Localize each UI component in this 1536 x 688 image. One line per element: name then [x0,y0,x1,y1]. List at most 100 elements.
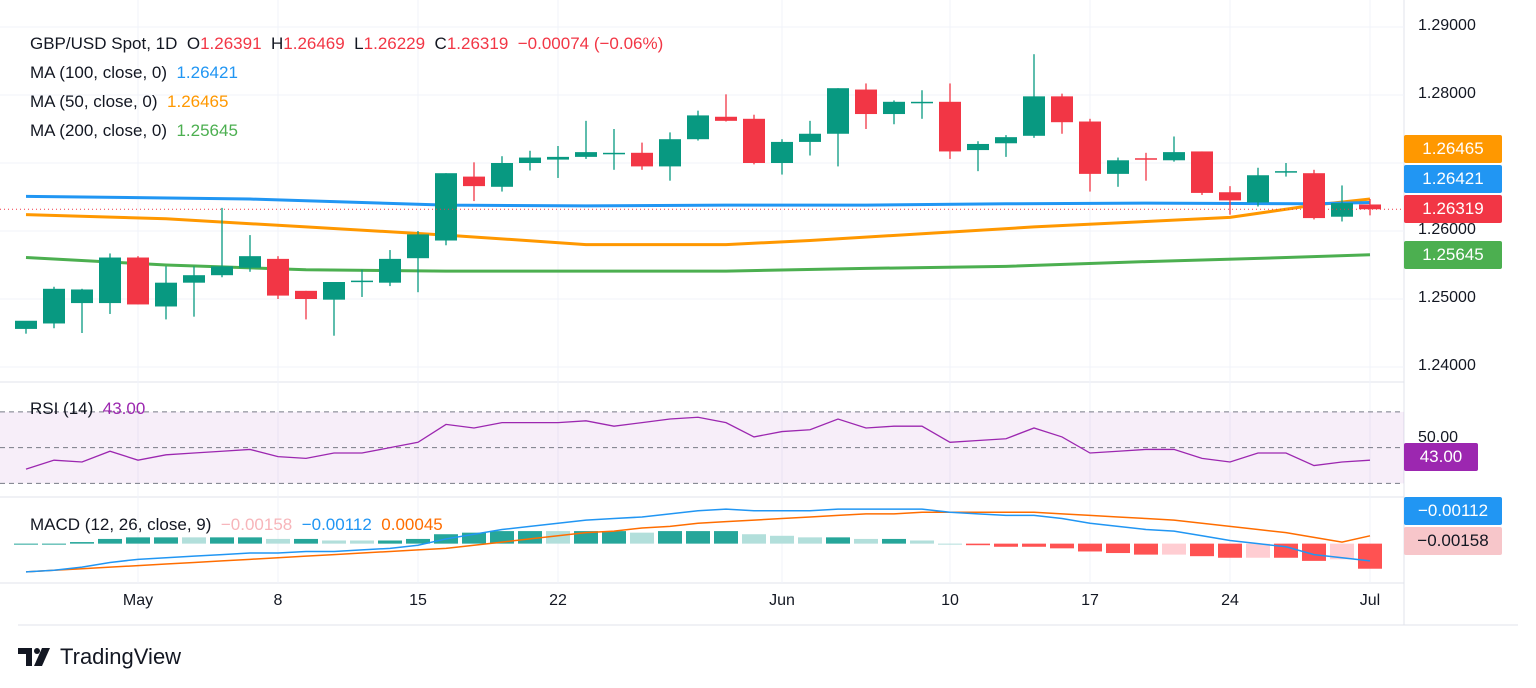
candle-body [15,320,37,329]
macd-histogram-bar [770,535,794,544]
x-tick-label: 17 [1081,592,1099,609]
candle-body [967,143,989,151]
macd-histogram-bar [798,537,822,544]
ma50-legend: MA (50, close, 0) 1.26465 [30,92,228,112]
candle [1107,157,1129,187]
x-tick-label: 10 [941,592,959,609]
macd-histogram-bar [714,531,738,544]
change-value: −0.00074 (−0.06%) [517,34,664,53]
candle [1051,93,1073,134]
ma100-value: 1.26421 [176,63,238,82]
candle-body [1107,160,1129,174]
macd-histogram-bar [938,543,962,545]
candle-body [99,257,121,304]
macd-label: MACD (12, 26, close, 9) [30,515,212,534]
candle [771,139,793,175]
ma100-legend: MA (100, close, 0) 1.26421 [30,63,238,83]
candle [295,290,317,320]
candle [43,286,65,329]
tradingview-logo[interactable]: TradingView [18,644,181,670]
macd-histogram-bar [1274,543,1298,558]
candle [463,162,485,202]
candle-body [855,89,877,115]
macd-histogram-bar [378,540,402,544]
ma100-label: MA (100, close, 0) [30,63,168,82]
candle-body [771,141,793,163]
candle [1135,152,1157,181]
candle [127,256,149,305]
candle-body [239,256,261,268]
candle-body [659,139,681,167]
candle-body [995,137,1017,144]
x-tick-label: Jul [1359,592,1381,609]
candle-body [1023,96,1045,136]
rsi-pane [0,411,1404,484]
candle [183,266,205,317]
macd-histogram-bar [1246,543,1270,558]
candle [1163,136,1185,162]
candle-body [1219,192,1241,201]
macd-histogram-bar [658,531,682,544]
macd-histogram-bar [1134,543,1158,555]
candle [323,282,345,336]
candle-body [603,152,625,155]
macd-histogram-bar [1218,543,1242,558]
macd-signal-value: 0.00045 [381,515,443,534]
candle-body [1135,158,1157,160]
high-label: H [270,34,284,53]
candle [435,173,457,246]
macd-histogram-bar [1162,543,1186,555]
macd-histogram-bar [294,538,318,544]
candle [519,150,541,171]
macd-histogram-bar [910,540,934,544]
candle-body [1247,175,1269,203]
macd-histogram-bar [574,531,598,544]
candle [351,269,373,297]
macd-histogram-bar [518,531,542,544]
candle [155,266,177,320]
ma50-line [25,197,1371,247]
candle [1303,169,1325,220]
candle [911,90,933,119]
x-tick-label: 15 [409,592,427,609]
candle-body [715,116,737,121]
candle [715,94,737,122]
candle-body [547,156,569,160]
candle-body [1331,203,1353,217]
macd-histogram-bar [14,543,38,545]
candle-body [435,173,457,241]
macd-histogram-bar [322,540,346,544]
candle-body [1051,96,1073,123]
candle-body [127,257,149,305]
candle [1219,186,1241,215]
y-tick-label: 1.24000 [1418,357,1476,374]
macd-histogram-bar [1330,543,1354,560]
macd-histogram-bar [966,543,990,546]
candle-body [743,118,765,163]
ma50-price-badge: 1.26465 [1404,135,1502,163]
candle [71,288,93,333]
last-price-badge: 1.26319 [1404,195,1502,223]
macd-histogram-bar [406,538,430,544]
macd-histogram-bar [854,538,878,544]
macd-histogram-bar [630,532,654,544]
candle-body [71,289,93,304]
rsi-line [25,416,1371,470]
candle-body [827,88,849,134]
candle [99,253,121,314]
macd-pane [14,508,1382,573]
macd-histogram-bar [826,537,850,544]
macd-histogram-bar [1050,543,1074,549]
y-tick-label: 1.25000 [1418,289,1476,306]
macd-histogram-bar [42,543,66,545]
candle [575,120,597,159]
candle [407,231,429,293]
candle [659,132,681,181]
macd-histogram-bar [546,531,570,544]
candle-body [183,275,205,283]
candle-body [1191,151,1213,193]
macd-histogram-bar [126,537,150,544]
candle [827,88,849,167]
candle-body [491,163,513,187]
ohlc-legend: GBP/USD Spot, 1D O1.26391 H1.26469 L1.26… [30,34,663,54]
